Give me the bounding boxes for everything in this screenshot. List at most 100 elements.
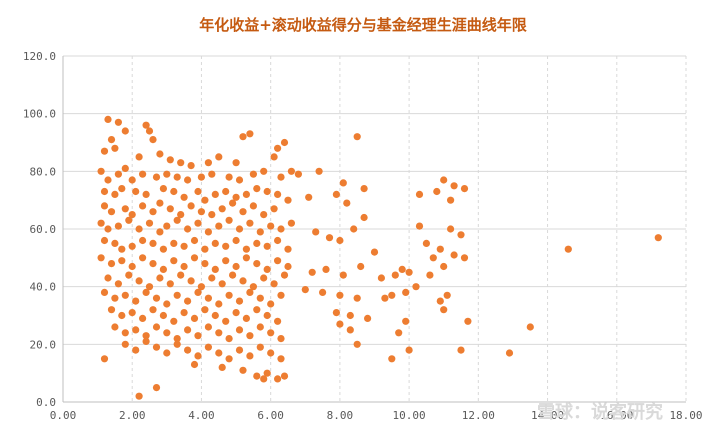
scatter-point — [184, 346, 192, 354]
scatter-point — [128, 242, 136, 250]
scatter-point — [339, 179, 347, 187]
scatter-point — [177, 159, 185, 167]
scatter-point — [312, 228, 320, 236]
scatter-point — [211, 239, 219, 247]
scatter-point — [149, 136, 157, 144]
scatter-point — [364, 314, 372, 322]
scatter-point — [253, 260, 261, 268]
scatter-point — [360, 213, 368, 222]
scatter-point — [197, 173, 205, 181]
scatter-point — [180, 262, 188, 271]
scatter-point — [218, 280, 226, 288]
scatter-point — [149, 208, 157, 216]
scatter-point — [263, 265, 271, 273]
scatter-point — [180, 193, 188, 201]
scatter-point — [249, 283, 257, 291]
scatter-point — [235, 176, 244, 184]
scatter-point — [457, 346, 465, 354]
scatter-point — [215, 329, 223, 337]
scatter-point — [336, 236, 344, 245]
scatter-point — [287, 167, 295, 175]
scatter-point — [163, 170, 171, 178]
scatter-point — [274, 317, 282, 325]
scatter-point — [440, 262, 448, 271]
scatter-point — [277, 335, 285, 343]
scatter-point — [170, 239, 178, 247]
scatter-point — [443, 291, 451, 299]
scatter-point — [332, 190, 340, 198]
scatter-point — [256, 323, 264, 331]
scatter-point — [135, 277, 143, 285]
scatter-point — [253, 306, 261, 314]
scatter-point — [242, 245, 250, 253]
x-tick-label: 14.00 — [531, 409, 564, 422]
scatter-point — [204, 159, 212, 167]
scatter-point — [100, 147, 109, 155]
scatter-point — [163, 329, 171, 337]
scatter-point — [319, 288, 327, 296]
scatter-point — [267, 222, 275, 230]
scatter-point — [184, 297, 192, 305]
scatter-point — [187, 202, 195, 210]
scatter-point — [208, 274, 216, 282]
grid-lines — [62, 55, 687, 403]
scatter-point — [256, 294, 264, 302]
scatter-point — [336, 320, 344, 328]
scatter-point — [111, 190, 119, 198]
scatter-point — [294, 170, 302, 178]
scatter-point — [142, 288, 150, 296]
scatter-point — [100, 288, 109, 296]
scatter-point — [464, 317, 472, 325]
scatter-point — [114, 280, 122, 288]
scatter-point — [440, 306, 448, 314]
scatter-point — [135, 392, 143, 400]
scatter-point — [429, 254, 437, 262]
scatter-point — [152, 294, 161, 302]
scatter-point — [197, 283, 205, 291]
scatter-point — [145, 127, 154, 135]
scatter-point — [242, 190, 250, 198]
y-tick-label: 60.0 — [30, 223, 57, 236]
scatter-point — [132, 297, 140, 305]
scatter-point — [235, 297, 244, 305]
scatter-point — [242, 254, 250, 262]
scatter-point — [184, 176, 192, 184]
scatter-point — [232, 262, 240, 271]
scatter-point — [381, 294, 389, 302]
x-tick-label: 18.00 — [669, 409, 702, 422]
scatter-point — [215, 349, 223, 357]
scatter-point — [260, 274, 268, 282]
scatter-point — [111, 239, 119, 247]
scatter-point — [270, 153, 278, 161]
scatter-point — [301, 286, 309, 294]
scatter-point — [159, 311, 167, 320]
scatter-point — [239, 366, 247, 374]
scatter-point — [125, 271, 133, 279]
scatter-point — [246, 130, 254, 138]
scatter-point — [460, 254, 469, 262]
y-tick-label: 80.0 — [30, 165, 57, 178]
scatter-point — [211, 265, 219, 273]
scatter-point — [280, 271, 289, 279]
scatter-point — [201, 196, 209, 204]
scatter-point — [177, 271, 185, 279]
scatter-point — [104, 176, 112, 184]
scatter-point — [402, 288, 410, 296]
scatter-point — [405, 268, 413, 276]
scatter-point — [239, 208, 247, 216]
scatter-point — [457, 231, 465, 239]
chart-title: 年化收益+滚动收益得分与基金经理生涯曲线年限 — [199, 16, 527, 34]
scatter-point — [415, 190, 424, 198]
scatter-point — [121, 340, 129, 348]
scatter-point — [267, 300, 275, 308]
scatter-point — [104, 115, 112, 123]
scatter-point — [145, 219, 154, 227]
scatter-point — [388, 355, 396, 363]
scatter-point — [211, 190, 219, 198]
scatter-point — [246, 352, 254, 360]
scatter-point — [447, 196, 455, 204]
scatter-point — [256, 343, 264, 351]
scatter-point — [187, 277, 195, 285]
scatter-point — [249, 170, 257, 178]
scatter-point — [128, 176, 136, 184]
